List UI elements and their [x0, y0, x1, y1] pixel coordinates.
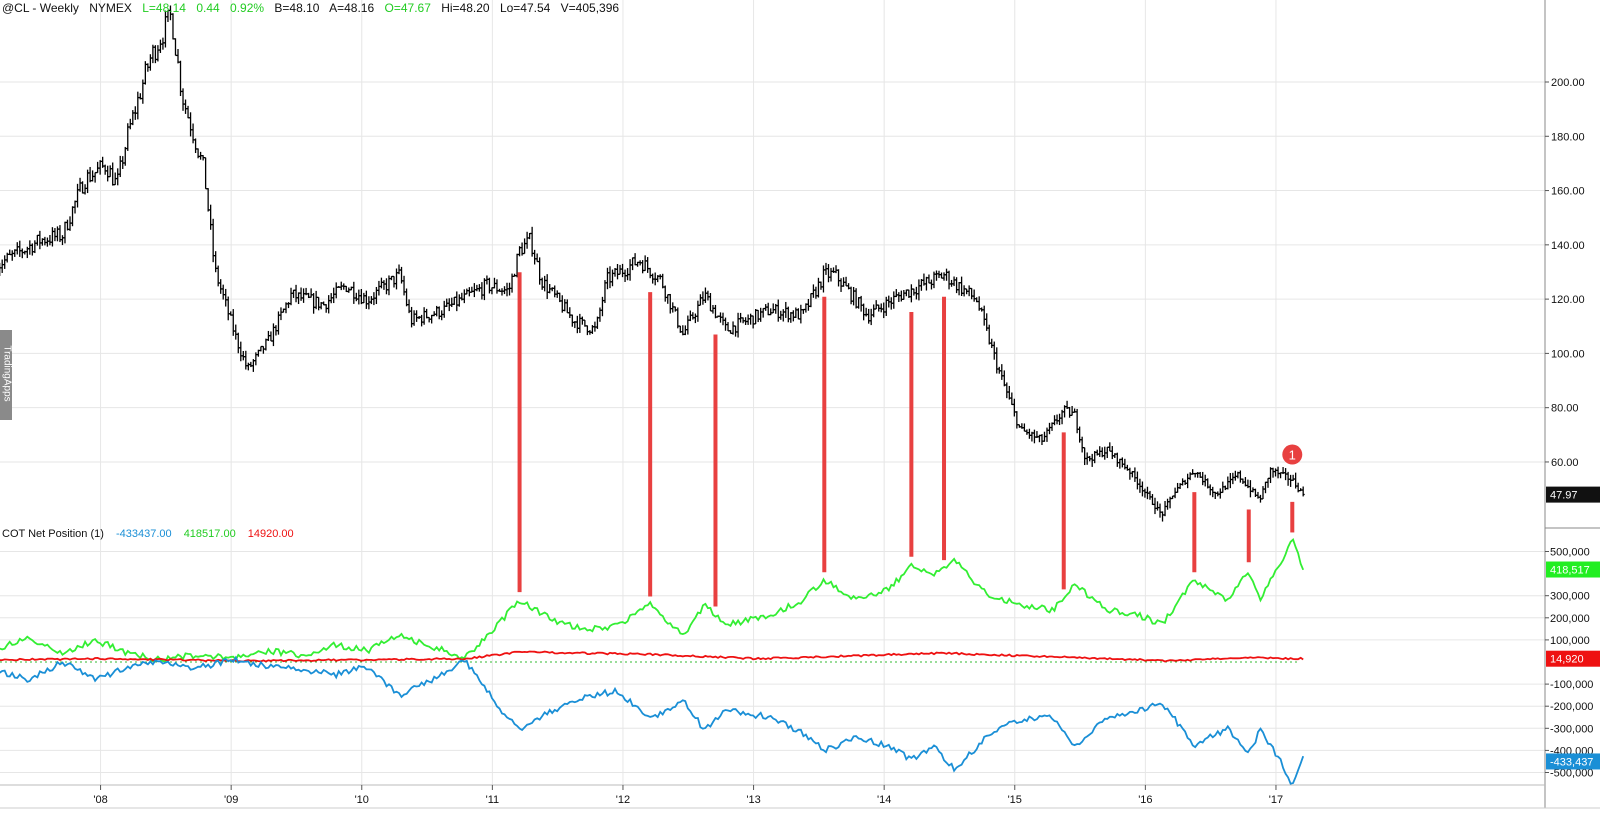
quote-header: @CL - Weekly NYMEX L=48.14 0.44 0.92% B=… — [2, 1, 626, 15]
x-tick-label: '17 — [1269, 794, 1283, 806]
x-tick-label: '13 — [746, 794, 760, 806]
price-tick-label: 60.00 — [1551, 457, 1579, 469]
cot-tick-label: 200,000 — [1550, 613, 1590, 625]
open: O=47.67 — [384, 1, 431, 15]
cot-tick-label: -300,000 — [1550, 723, 1593, 735]
watermark-text: TradingApps — [1, 345, 13, 402]
cot-tag-blue: -433,437 — [1550, 756, 1593, 768]
volume: V=405,396 — [560, 1, 620, 15]
x-tick-label: '16 — [1138, 794, 1152, 806]
cot-tag-red-bg — [1546, 650, 1600, 667]
price-tick-label: 80.00 — [1551, 403, 1579, 415]
x-tick-label: '14 — [877, 794, 891, 806]
cot-title: COT Net Position (1) — [2, 528, 104, 540]
cot-header: COT Net Position (1) -433437.00 418517.0… — [2, 528, 303, 540]
cot-line-green — [0, 538, 1305, 663]
price-tick-label: 200.00 — [1551, 77, 1585, 89]
cot-value-blue: -433437.00 — [115, 528, 172, 540]
cot-tick-label: 500,000 — [1550, 547, 1590, 559]
price-tick-label: 100.00 — [1551, 348, 1585, 360]
price-tick-label: 120.00 — [1551, 294, 1585, 306]
x-tick-label: '11 — [486, 794, 500, 806]
cot-tag-red: 14,920 — [1550, 654, 1584, 666]
x-tick-label: '08 — [93, 794, 107, 806]
cot-tag-blue-bg — [1546, 753, 1600, 770]
x-tick-label: '15 — [1008, 794, 1022, 806]
cot-tag-green-bg — [1546, 561, 1600, 578]
x-tick-label: '12 — [616, 794, 630, 806]
cot-tick-label: -100,000 — [1550, 679, 1593, 691]
bid: B=48.10 — [274, 1, 320, 15]
ask: A=48.16 — [329, 1, 375, 15]
cot-tick-label: 300,000 — [1550, 591, 1590, 603]
exchange-label: NYMEX — [89, 1, 132, 15]
price-bars — [0, 5, 1305, 522]
low: Lo=47.54 — [499, 1, 551, 15]
symbol-label: @CL - Weekly — [2, 1, 79, 15]
last-price: L=48.14 — [142, 1, 186, 15]
cot-tick-label: -200,000 — [1550, 701, 1593, 713]
x-tick-label: '09 — [224, 794, 238, 806]
high: Hi=48.20 — [441, 1, 490, 15]
x-tick-label: '10 — [355, 794, 369, 806]
change: 0.44 — [196, 1, 220, 15]
change-pct: 0.92% — [230, 1, 265, 15]
cot-tick-label: 100,000 — [1550, 635, 1590, 647]
cot-value-red: 14920.00 — [247, 528, 294, 540]
badge-label: 1 — [1289, 448, 1296, 463]
cot-tag-green: 418,517 — [1550, 565, 1590, 577]
watermark-tab[interactable]: TradingApps — [0, 330, 13, 420]
price-tick-label: 180.00 — [1551, 131, 1585, 143]
cot-tick-label: -500,000 — [1550, 768, 1593, 780]
price-tick-label: 160.00 — [1551, 186, 1585, 198]
cot-line-red — [0, 650, 1304, 663]
last-price-tag: 47.97 — [1550, 490, 1578, 502]
price-tick-label: 140.00 — [1551, 240, 1585, 252]
last-price-tag-bg — [1546, 486, 1600, 503]
cot-value-green: 418517.00 — [183, 528, 236, 540]
badge-circle — [1282, 444, 1303, 465]
cot-line-blue — [0, 655, 1305, 785]
